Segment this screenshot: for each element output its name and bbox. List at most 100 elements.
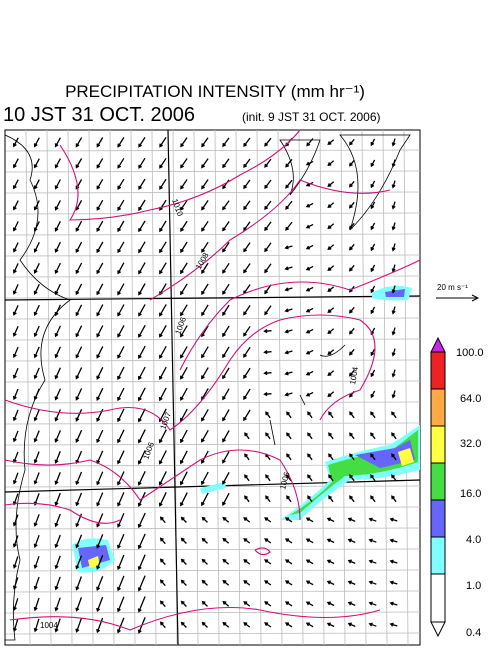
wind-arrow	[116, 617, 125, 634]
grid-line	[46, 129, 52, 646]
wind-arrow	[327, 181, 335, 187]
wind-arrow	[96, 220, 104, 233]
wind-arrow	[284, 538, 293, 544]
wind-vectors	[12, 137, 398, 634]
wind-arrow	[75, 409, 83, 422]
wind-arrow	[180, 137, 188, 148]
colorbar-label: 64.0	[460, 393, 481, 405]
wind-arrow	[75, 304, 83, 317]
wind-arrow	[327, 349, 335, 355]
wind-arrow	[243, 367, 251, 379]
wind-arrow	[305, 538, 314, 544]
wind-arrow	[117, 325, 125, 338]
wind-arrow	[327, 139, 335, 145]
wind-arrow	[96, 158, 104, 169]
wind-arrow	[96, 178, 104, 190]
wind-arrow	[307, 411, 313, 419]
wind-arrow	[54, 597, 61, 612]
wind-arrow	[54, 346, 61, 359]
wind-arrow	[96, 199, 104, 211]
wind-arrow	[12, 221, 19, 232]
wind-arrow	[391, 474, 397, 482]
wind-arrow	[138, 157, 146, 169]
wind-arrow	[33, 158, 40, 169]
colorbar-label: 4.0	[466, 534, 481, 546]
wind-arrow	[12, 514, 19, 527]
wind-arrow	[326, 580, 335, 586]
wind-arrow	[12, 158, 19, 169]
wind-arrow	[243, 242, 251, 253]
wind-arrow	[96, 346, 104, 359]
wind-arrow	[75, 283, 83, 296]
grid	[4, 129, 421, 646]
wind-arrow	[12, 577, 19, 590]
wind-arrow	[117, 492, 125, 507]
wind-arrow	[201, 367, 209, 380]
wind-arrow	[180, 283, 188, 296]
wind-arrow	[138, 137, 146, 148]
map: 1010 1008 1006 1007 1006 1004 1004 1006	[4, 129, 421, 646]
wind-arrow	[264, 580, 272, 586]
wind-arrow	[54, 430, 61, 443]
wind-arrow	[201, 492, 209, 507]
wind-arrow	[33, 304, 40, 317]
wind-arrow	[349, 180, 355, 188]
wind-arrow	[284, 601, 293, 607]
wind-arrow	[370, 453, 376, 461]
wind-arrow	[33, 618, 40, 633]
wind-arrow	[96, 513, 104, 528]
wind-arrow	[117, 262, 125, 275]
wind-arrow	[159, 241, 167, 254]
wind-arrow	[243, 137, 251, 148]
wind-arrow	[370, 159, 376, 168]
wind-arrow	[284, 308, 293, 313]
wind-arrow	[54, 158, 61, 169]
wind-arrow	[54, 367, 61, 380]
grid-line	[4, 338, 421, 341]
wind-arrow	[159, 137, 167, 148]
wind-arrow	[326, 622, 335, 628]
wind-arrow	[391, 432, 397, 440]
wind-arrow	[349, 474, 355, 482]
grid-line	[4, 422, 421, 425]
wind-arrow	[179, 492, 188, 507]
wind-arrow	[243, 200, 251, 211]
wind-arrow	[391, 495, 397, 503]
wind-arrow	[305, 328, 314, 334]
title: PRECIPITATION INTENSITY (mm hr⁻¹)	[65, 82, 365, 101]
wind-arrow	[116, 596, 125, 613]
wind-arrow	[305, 307, 314, 313]
wind-arrow	[180, 241, 188, 254]
wind-arrow	[201, 471, 209, 486]
wind-arrow	[201, 409, 209, 422]
wind-arrow	[222, 451, 230, 464]
grid-line	[256, 129, 262, 646]
wind-arrow	[305, 580, 314, 586]
wind-arrow	[158, 387, 167, 402]
wind-arrow	[179, 471, 188, 486]
wind-arrow	[391, 243, 396, 252]
wind-arrow	[180, 179, 188, 190]
wind-arrow	[137, 408, 146, 423]
wind-arrow	[180, 199, 188, 211]
wind-arrow	[75, 137, 83, 148]
wind-arrow	[243, 158, 251, 168]
wind-arrow	[264, 200, 272, 210]
grid-line	[25, 129, 31, 646]
wind-arrow	[347, 601, 356, 606]
wind-arrow	[96, 534, 104, 549]
wind-arrow	[138, 345, 146, 360]
wind-arrow	[327, 391, 335, 397]
wind-arrow	[222, 409, 230, 422]
wind-arrow	[285, 158, 293, 168]
wind-arrow	[243, 388, 251, 401]
wind-arrow	[137, 387, 146, 402]
wind-arrow	[328, 474, 334, 482]
colorbar-bin	[430, 462, 446, 501]
latitude-line	[4, 295, 421, 301]
wind-arrow	[349, 243, 355, 251]
wind-arrow	[243, 580, 251, 586]
wind-arrow	[264, 538, 272, 544]
init-time: (init. 9 JST 31 OCT. 2006)	[242, 110, 381, 124]
